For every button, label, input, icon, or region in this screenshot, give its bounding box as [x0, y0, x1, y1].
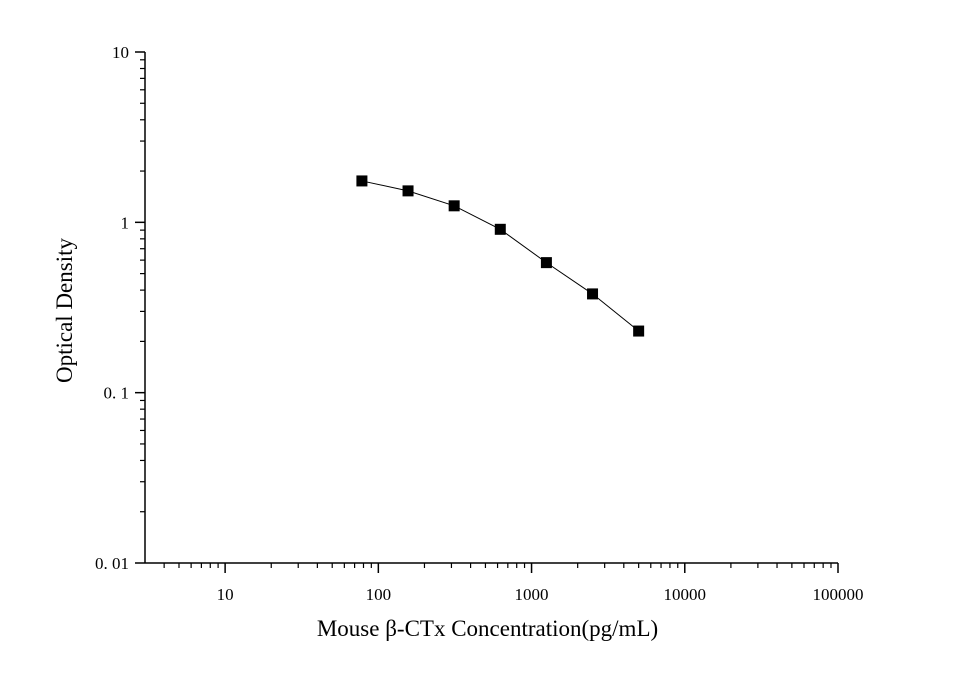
series-line: [361, 180, 639, 332]
x-tick-label: 100: [366, 585, 392, 604]
data-point: [402, 185, 414, 197]
minor-ticks: [140, 59, 832, 568]
data-points: [356, 175, 645, 337]
y-tick-label: 10: [112, 43, 129, 62]
y-axis-title: Optical Density: [52, 238, 77, 383]
data-point: [587, 288, 599, 300]
x-axis-title: Mouse β-CTx Concentration(pg/mL): [317, 616, 658, 641]
data-point: [633, 325, 645, 337]
y-tick-label: 1: [121, 213, 130, 232]
x-tick-label: 10: [217, 585, 234, 604]
y-tick-labels: 0. 01 0. 1 1 10: [95, 43, 129, 573]
y-tick-label: 0. 01: [95, 554, 129, 573]
y-tick-label: 0. 1: [104, 384, 130, 403]
data-point: [356, 175, 368, 187]
x-tick-labels: 10 100 1000 10000 100000: [217, 585, 864, 604]
major-ticks: [135, 51, 839, 573]
data-point: [540, 257, 552, 269]
x-tick-label: 1000: [515, 585, 549, 604]
data-point: [448, 200, 460, 212]
x-tick-label: 10000: [664, 585, 707, 604]
data-point: [494, 223, 506, 235]
x-tick-label: 100000: [813, 585, 864, 604]
